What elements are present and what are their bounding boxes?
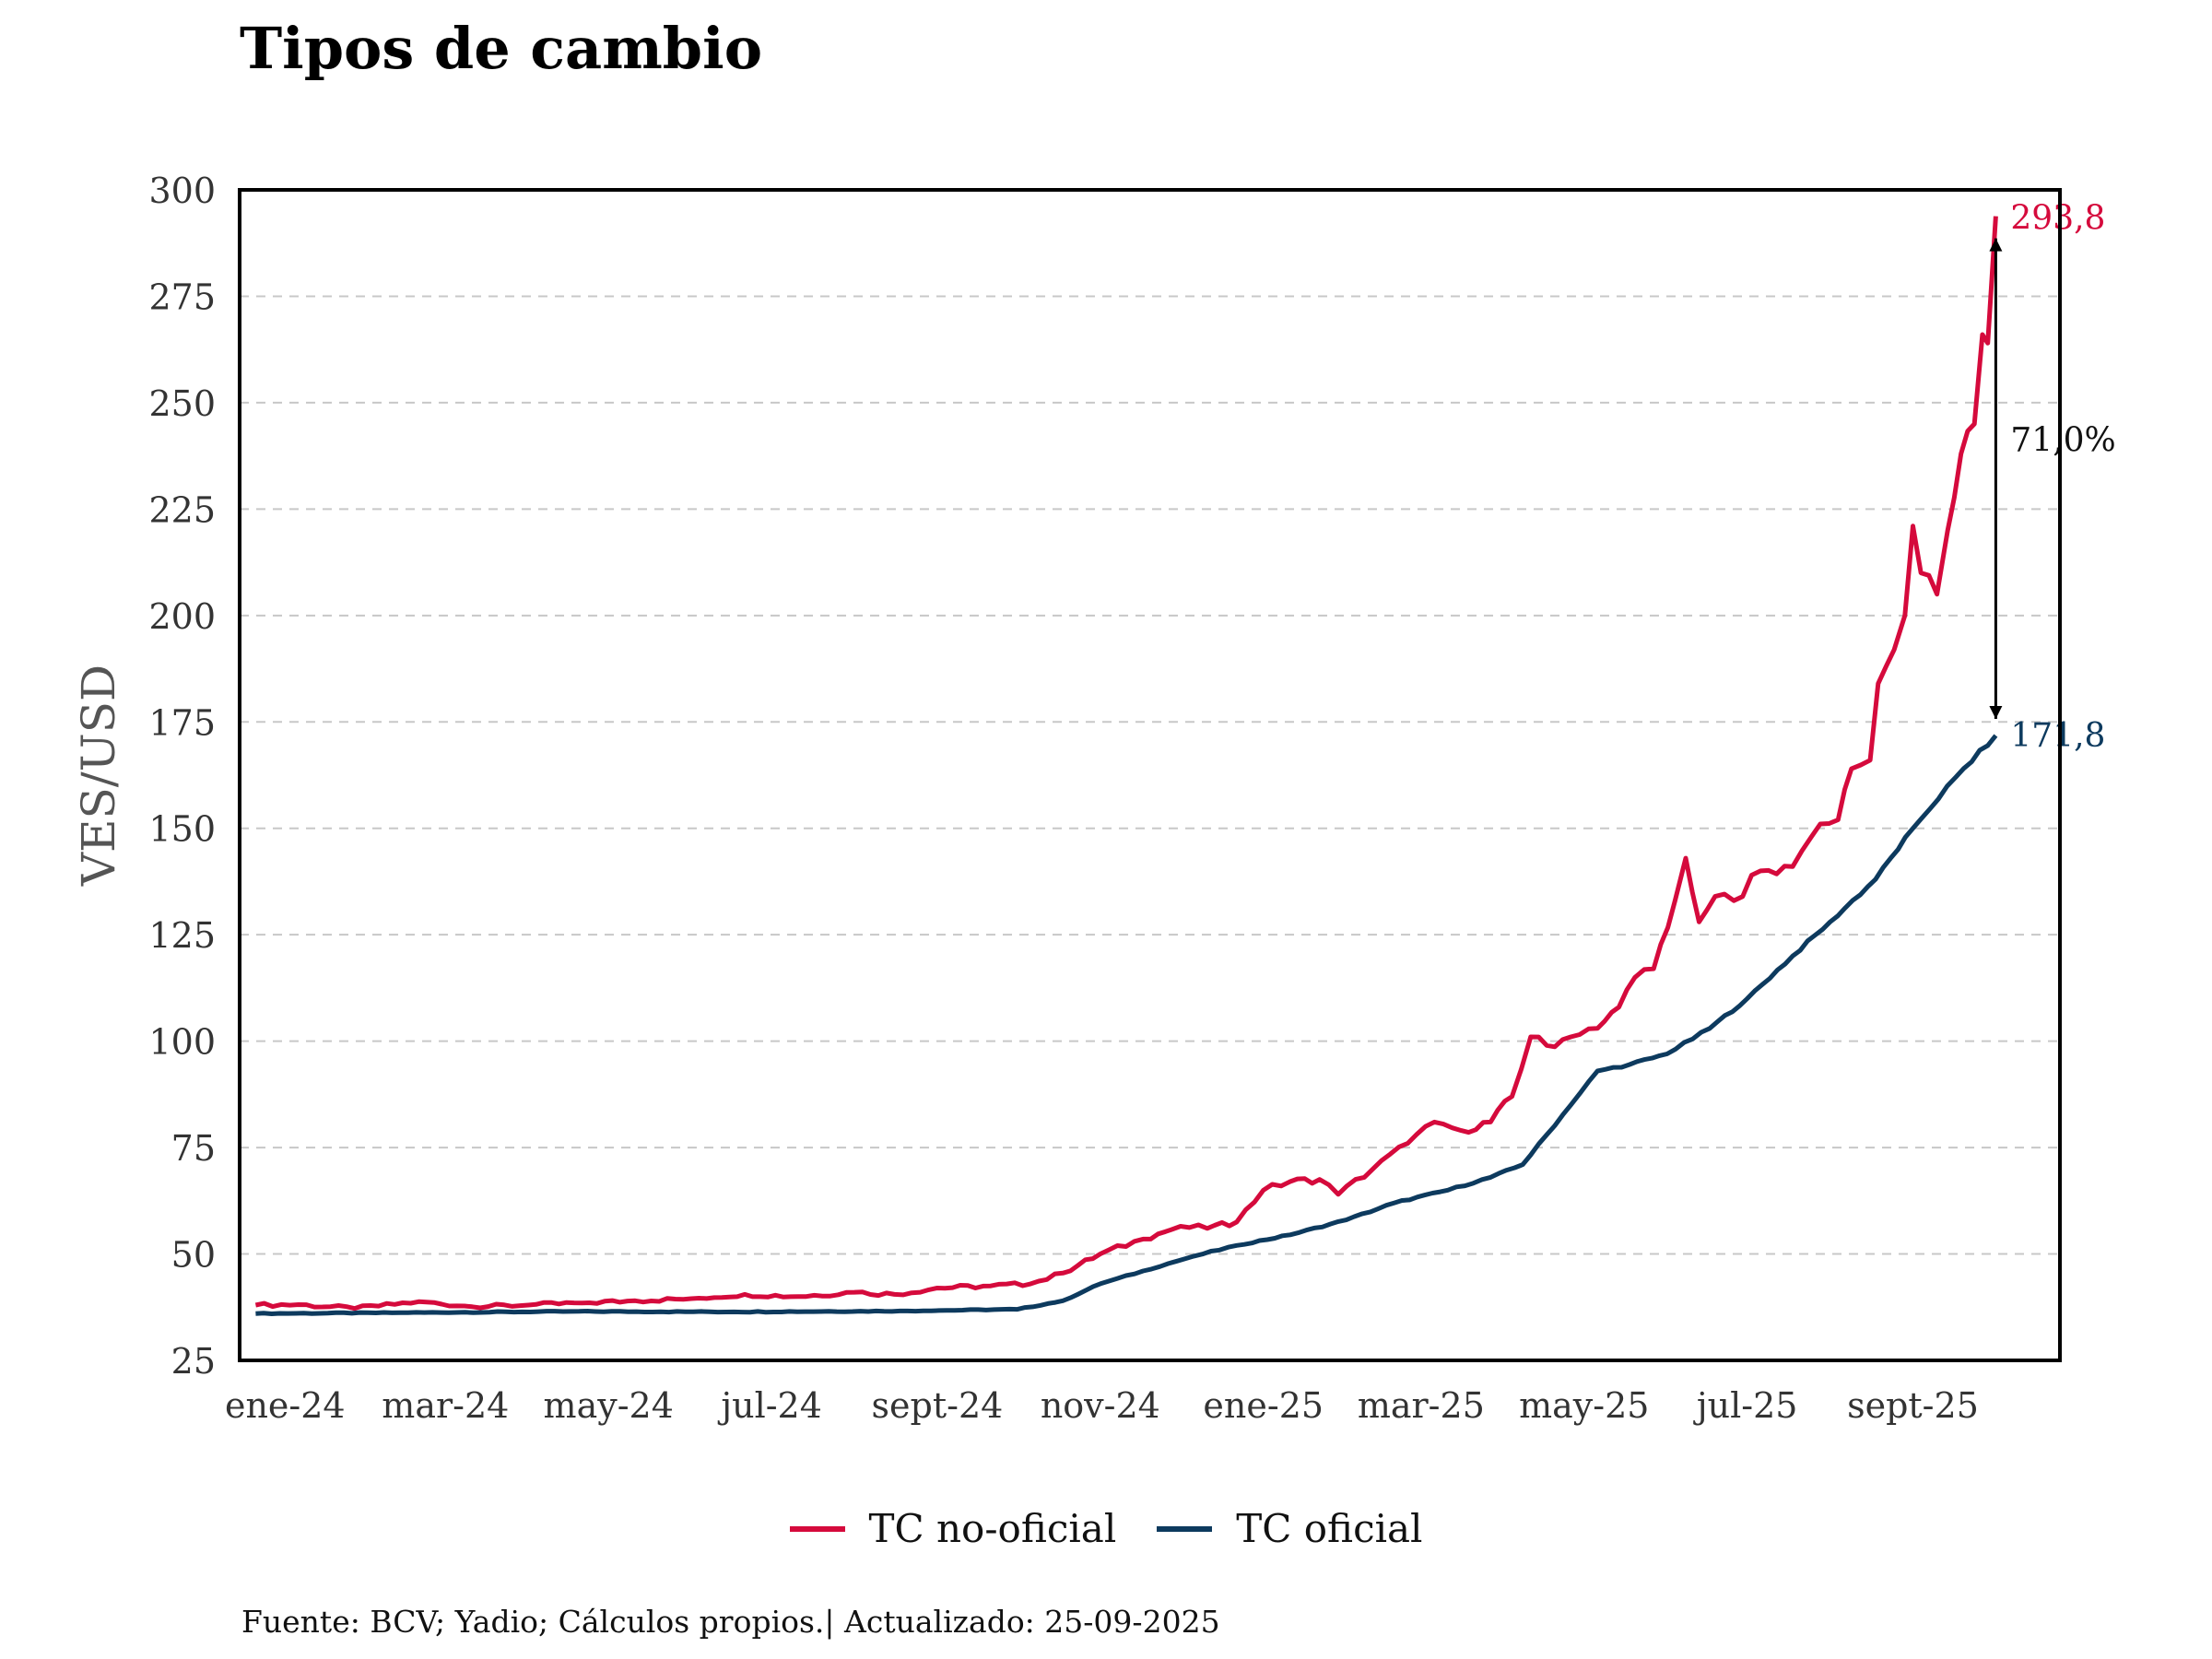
y-tick-label: 275 [148, 276, 216, 317]
y-tick-label: 150 [148, 809, 216, 850]
y-tick-label: 125 [148, 915, 216, 956]
x-tick-label: sept-25 [1847, 1385, 1979, 1426]
annotations: 293,8 171,8 71,0% [1989, 200, 2116, 755]
legend-label-no-oficial: TC no-oficial [868, 1506, 1117, 1551]
legend: TC no-oficial TC oficial [0, 1506, 2212, 1551]
x-tick-label: may-24 [544, 1385, 674, 1426]
legend-item-no-oficial: TC no-oficial [789, 1506, 1117, 1551]
gap-label: 71,0% [2010, 421, 2115, 459]
y-tick-label: 175 [148, 702, 216, 743]
chart-title: Tipos de cambio [240, 15, 763, 82]
plot-frame [238, 188, 2062, 1362]
y-tick-label: 200 [148, 596, 216, 637]
x-tick-label: ene-24 [225, 1385, 346, 1426]
x-tick-label: nov-24 [1041, 1385, 1160, 1426]
legend-swatch-no-oficial [789, 1525, 845, 1532]
y-tick-label: 300 [148, 171, 216, 211]
x-tick-label: ene-25 [1203, 1385, 1324, 1426]
legend-item-oficial: TC oficial [1157, 1506, 1423, 1551]
x-tick-label: mar-24 [382, 1385, 509, 1426]
series-line-no-oficial [254, 216, 1998, 1312]
y-tick-label: 25 [171, 1341, 216, 1382]
series-lines [254, 216, 1998, 1316]
axis-ticks: 25 50 75 100 125 150 175 200 225 250 275 300 ene-24 m… [148, 171, 1978, 1426]
gap-arrow-head-bottom [1989, 706, 2003, 720]
grid-lines [240, 295, 2060, 1255]
series-line-oficial [255, 734, 1998, 1316]
x-tick-label: jul-24 [717, 1385, 822, 1426]
y-tick-label: 100 [148, 1022, 216, 1063]
source-note: Fuente: BCV; Yadio; Cálculos propios.| A… [241, 1604, 1220, 1640]
end-label-oficial: 171,8 [2010, 717, 2105, 755]
gap-arrow-head-top [1989, 238, 2003, 252]
y-axis-label: VES/USD [72, 665, 125, 887]
end-label-no-oficial: 293,8 [2010, 200, 2105, 238]
x-tick-label: may-25 [1519, 1385, 1649, 1426]
x-tick-label: mar-25 [1358, 1385, 1485, 1426]
legend-label-oficial: TC oficial [1236, 1506, 1423, 1551]
y-tick-label: 225 [148, 489, 216, 530]
x-tick-label: jul-25 [1693, 1385, 1798, 1426]
y-tick-label: 75 [171, 1128, 216, 1169]
legend-swatch-oficial [1157, 1525, 1213, 1532]
y-tick-label: 250 [148, 383, 216, 424]
x-tick-label: sept-24 [872, 1385, 1004, 1426]
y-tick-label: 50 [171, 1235, 216, 1276]
